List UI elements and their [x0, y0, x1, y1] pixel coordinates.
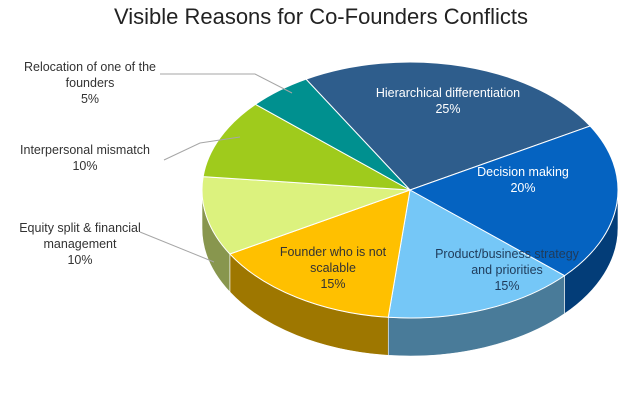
slice	[254, 78, 411, 191]
slice	[202, 103, 411, 191]
value-label: 10%	[67, 253, 93, 267]
data-label: Decision making 20%	[468, 164, 578, 196]
slice	[305, 61, 592, 191]
data-label: Equity split & financial management 10%	[5, 220, 155, 268]
data-label: Product/business strategy and priorities…	[427, 246, 587, 294]
category-label: Relocation of one of the founders	[23, 60, 157, 90]
data-label: Relocation of one of the founders 5%	[15, 59, 165, 107]
category-label: Decision making	[477, 165, 569, 179]
category-label: Hierarchical differentiation	[375, 86, 521, 100]
slice	[201, 176, 411, 255]
value-label: 25%	[435, 102, 461, 116]
data-label: Hierarchical differentiation 25%	[373, 85, 523, 117]
value-label: 15%	[494, 279, 520, 293]
leader-line	[160, 73, 293, 94]
value-label: 20%	[510, 181, 536, 195]
slice	[387, 189, 566, 319]
slice	[408, 125, 619, 277]
leader-line	[163, 136, 241, 161]
value-label: 10%	[72, 159, 98, 173]
leader-line	[139, 231, 215, 263]
category-label: Equity split & financial management	[19, 221, 141, 251]
data-label: Founder who is not scalable 15%	[278, 244, 388, 292]
slice	[228, 189, 411, 318]
category-label: Product/business strategy and priorities	[435, 247, 579, 277]
category-label: Founder who is not scalable	[279, 245, 387, 275]
value-label: 15%	[320, 277, 346, 291]
category-label: Interpersonal mismatch	[20, 143, 150, 157]
data-label: Interpersonal mismatch 10%	[5, 142, 165, 174]
value-label: 5%	[80, 92, 100, 106]
chart-title: Visible Reasons for Co-Founders Conflict…	[113, 4, 529, 29]
